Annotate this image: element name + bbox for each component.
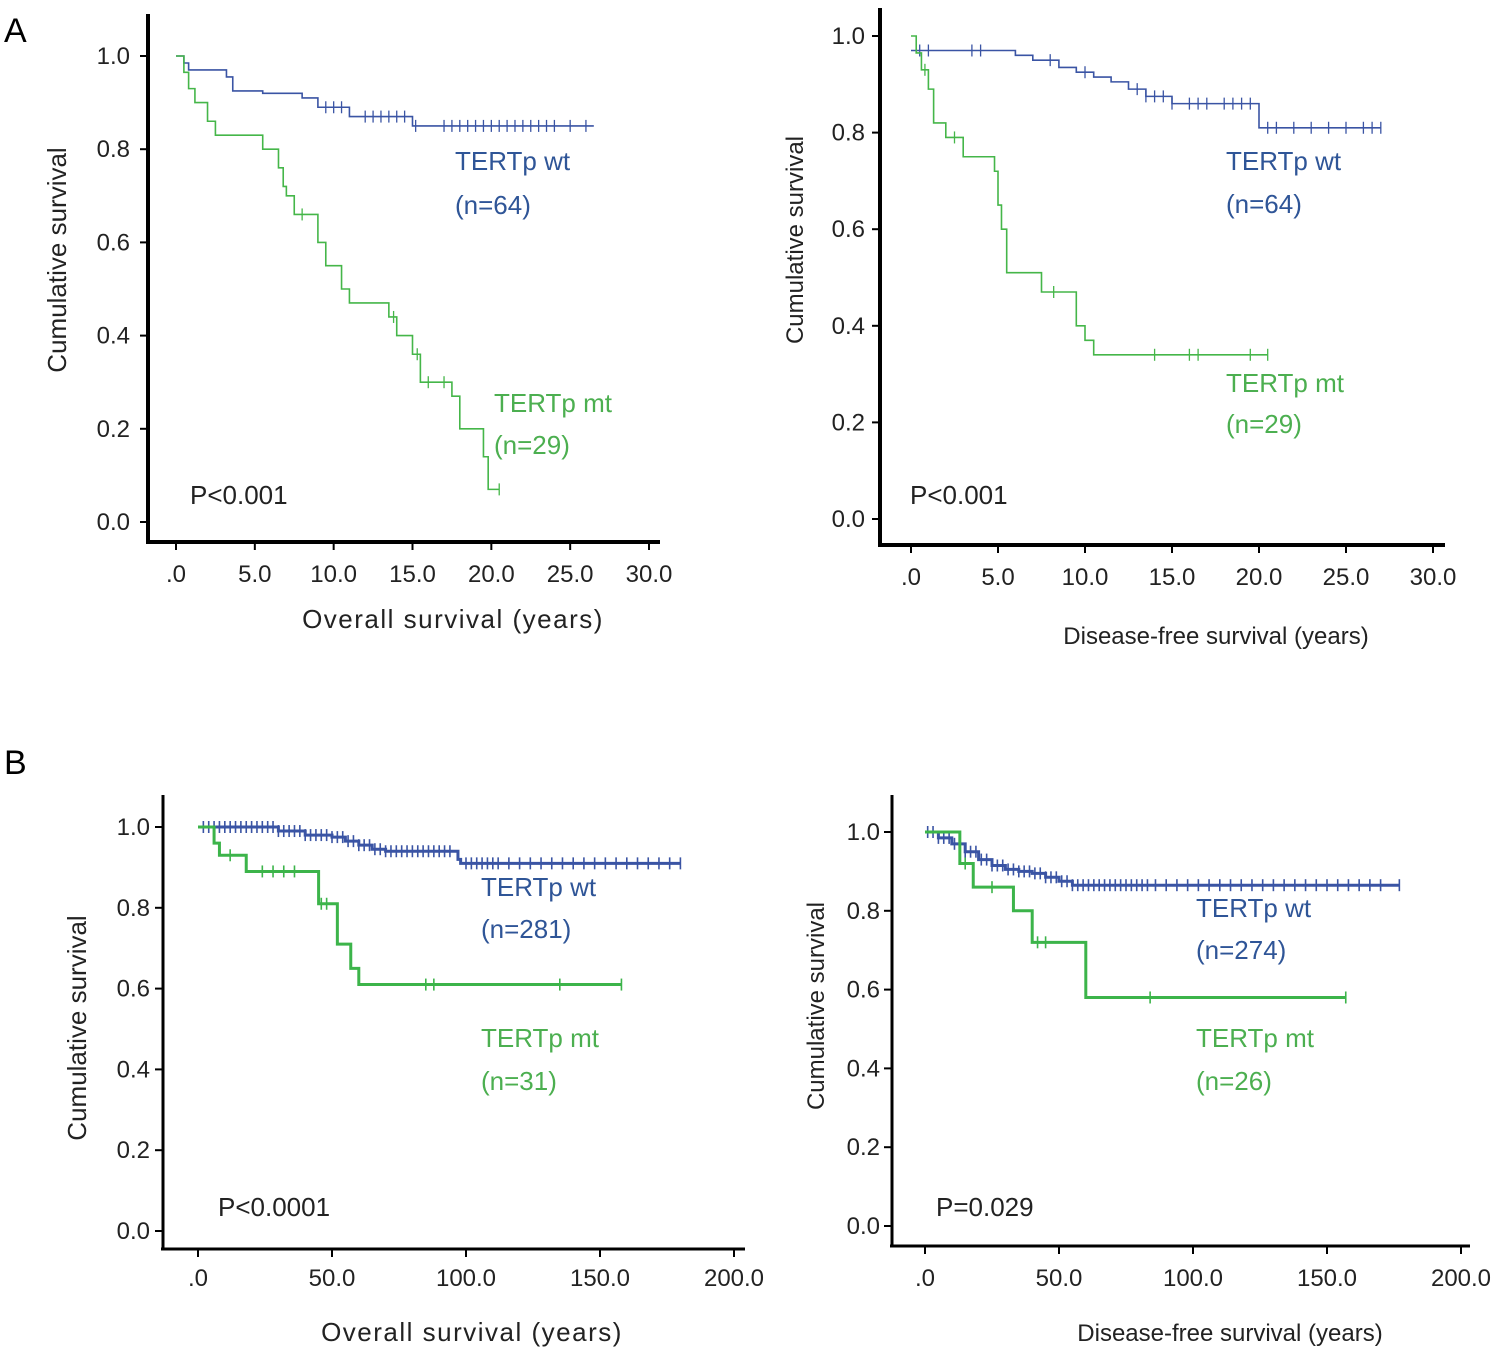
y-tick-label: 1.0 bbox=[97, 43, 130, 70]
y-axis-title: Cumulative survival bbox=[803, 902, 830, 1110]
y-tick-label: 0.2 bbox=[97, 416, 130, 443]
panel-label-b: B bbox=[4, 744, 27, 782]
series-line-tertp-wt bbox=[198, 825, 681, 865]
y-tick-label: 0.6 bbox=[97, 229, 130, 256]
p-value: P<0.001 bbox=[910, 480, 1008, 510]
x-tick-label: 5.0 bbox=[981, 564, 1014, 591]
y-tick-label: 0.0 bbox=[117, 1218, 150, 1245]
y-tick-label: 0.8 bbox=[847, 898, 880, 925]
n-label-tertp-mt: (n=26) bbox=[1196, 1066, 1272, 1096]
y-tick-label: 0.2 bbox=[117, 1137, 150, 1164]
chart-a-overall-survival: 0.0 0.2 0.4 0.6 0.8 1.0 .0 5.0 10.0 15.0 20.0 25.0 3… bbox=[42, 14, 672, 634]
p-value: P<0.001 bbox=[190, 480, 288, 510]
x-tick-label: 15.0 bbox=[1149, 564, 1196, 591]
y-axis-title: Cumulative survival bbox=[42, 147, 72, 372]
x-tick-label: 150.0 bbox=[1297, 1265, 1357, 1292]
x-tick-label: 15.0 bbox=[389, 561, 436, 588]
chart-b-overall-survival: 0.0 0.2 0.4 0.6 0.8 1.0 .0 50.0 100.0 150.0 200.0 O… bbox=[62, 795, 764, 1347]
y-tick-label: 0.4 bbox=[847, 1055, 880, 1082]
series-line-tertp-mt bbox=[911, 35, 1268, 356]
x-tick-label: 50.0 bbox=[1036, 1265, 1083, 1292]
y-tick-label: 0.4 bbox=[832, 313, 865, 340]
x-tick-label: .0 bbox=[901, 564, 921, 591]
x-tick-label: 20.0 bbox=[468, 561, 515, 588]
n-label-tertp-wt: (n=64) bbox=[455, 190, 531, 220]
series-line-tertp-mt bbox=[925, 830, 1346, 999]
chart-b-disease-free-survival: 0.0 0.2 0.4 0.6 0.8 1.0 .0 50.0 100.0 150.0 200.0 D… bbox=[803, 795, 1491, 1347]
x-tick-label: 30.0 bbox=[1410, 564, 1457, 591]
y-tick-label: 1.0 bbox=[847, 819, 880, 846]
x-tick-label: .0 bbox=[166, 561, 186, 588]
x-tick-label: 200.0 bbox=[1431, 1265, 1491, 1292]
y-tick-label: 0.0 bbox=[97, 509, 130, 536]
x-tick-label: 100.0 bbox=[436, 1265, 496, 1292]
x-tick-label: 20.0 bbox=[1236, 564, 1283, 591]
y-tick-label: 0.6 bbox=[117, 976, 150, 1003]
y-tick-label: 0.8 bbox=[117, 895, 150, 922]
n-label-tertp-wt: (n=274) bbox=[1196, 935, 1286, 965]
y-tick-label: 0.0 bbox=[847, 1213, 880, 1240]
y-tick-label: 1.0 bbox=[832, 23, 865, 50]
legend-label-tertp-wt: TERTp wt bbox=[455, 146, 571, 176]
x-axis-title: Overall survival (years) bbox=[321, 1317, 623, 1347]
legend-label-tertp-mt: TERTp mt bbox=[1196, 1023, 1315, 1053]
y-axis-title: Cumulative survival bbox=[62, 915, 92, 1140]
series-line-tertp-mt bbox=[176, 55, 500, 491]
y-tick-label: 0.6 bbox=[832, 216, 865, 243]
x-tick-label: 10.0 bbox=[1062, 564, 1109, 591]
x-tick-label: 25.0 bbox=[547, 561, 594, 588]
p-value: P<0.0001 bbox=[218, 1192, 330, 1222]
series-line-tertp-mt bbox=[198, 825, 622, 987]
legend-label-tertp-mt: TERTp mt bbox=[1226, 368, 1345, 398]
y-axis-title: Cumulative survival bbox=[782, 136, 809, 344]
n-label-tertp-wt: (n=281) bbox=[481, 914, 571, 944]
n-label-tertp-mt: (n=29) bbox=[494, 430, 570, 460]
x-tick-label: 150.0 bbox=[570, 1265, 630, 1292]
series-line-tertp-wt bbox=[911, 49, 1381, 129]
x-tick-label: 5.0 bbox=[238, 561, 271, 588]
legend-label-tertp-mt: TERTp mt bbox=[494, 388, 613, 418]
chart-a-disease-free-survival: 0.0 0.2 0.4 0.6 0.8 1.0 .0 5.0 10.0 15.0 20.0 25.0 3… bbox=[782, 8, 1456, 650]
y-tick-label: 0.4 bbox=[97, 323, 130, 350]
y-tick-label: 0.4 bbox=[117, 1056, 150, 1083]
p-value: P=0.029 bbox=[936, 1192, 1034, 1222]
x-axis-title: Disease-free survival (years) bbox=[1063, 623, 1368, 650]
y-tick-label: 0.6 bbox=[847, 977, 880, 1004]
x-tick-label: 50.0 bbox=[309, 1265, 356, 1292]
x-tick-label: 30.0 bbox=[626, 561, 673, 588]
y-tick-label: 0.8 bbox=[832, 120, 865, 147]
x-tick-label: 25.0 bbox=[1323, 564, 1370, 591]
y-tick-label: 0.2 bbox=[832, 409, 865, 436]
x-tick-label: .0 bbox=[915, 1265, 935, 1292]
y-tick-label: 1.0 bbox=[117, 814, 150, 841]
legend-label-tertp-wt: TERTp wt bbox=[1226, 146, 1342, 176]
series-line-tertp-wt bbox=[925, 830, 1400, 887]
legend-label-tertp-wt: TERTp wt bbox=[481, 872, 597, 902]
n-label-tertp-mt: (n=31) bbox=[481, 1066, 557, 1096]
legend-label-tertp-wt: TERTp wt bbox=[1196, 893, 1312, 923]
series-line-tertp-wt bbox=[176, 55, 594, 127]
x-tick-label: 200.0 bbox=[704, 1265, 764, 1292]
x-axis-title: Disease-free survival (years) bbox=[1077, 1320, 1382, 1347]
x-tick-label: 10.0 bbox=[310, 561, 357, 588]
x-tick-label: 100.0 bbox=[1163, 1265, 1223, 1292]
y-tick-label: 0.8 bbox=[97, 136, 130, 163]
n-label-tertp-wt: (n=64) bbox=[1226, 189, 1302, 219]
n-label-tertp-mt: (n=29) bbox=[1226, 409, 1302, 439]
y-tick-label: 0.0 bbox=[832, 506, 865, 533]
legend-label-tertp-mt: TERTp mt bbox=[481, 1023, 600, 1053]
y-tick-label: 0.2 bbox=[847, 1134, 880, 1161]
x-axis-title: Overall survival (years) bbox=[302, 604, 604, 634]
panel-label-a: A bbox=[4, 12, 27, 50]
x-tick-label: .0 bbox=[188, 1265, 208, 1292]
